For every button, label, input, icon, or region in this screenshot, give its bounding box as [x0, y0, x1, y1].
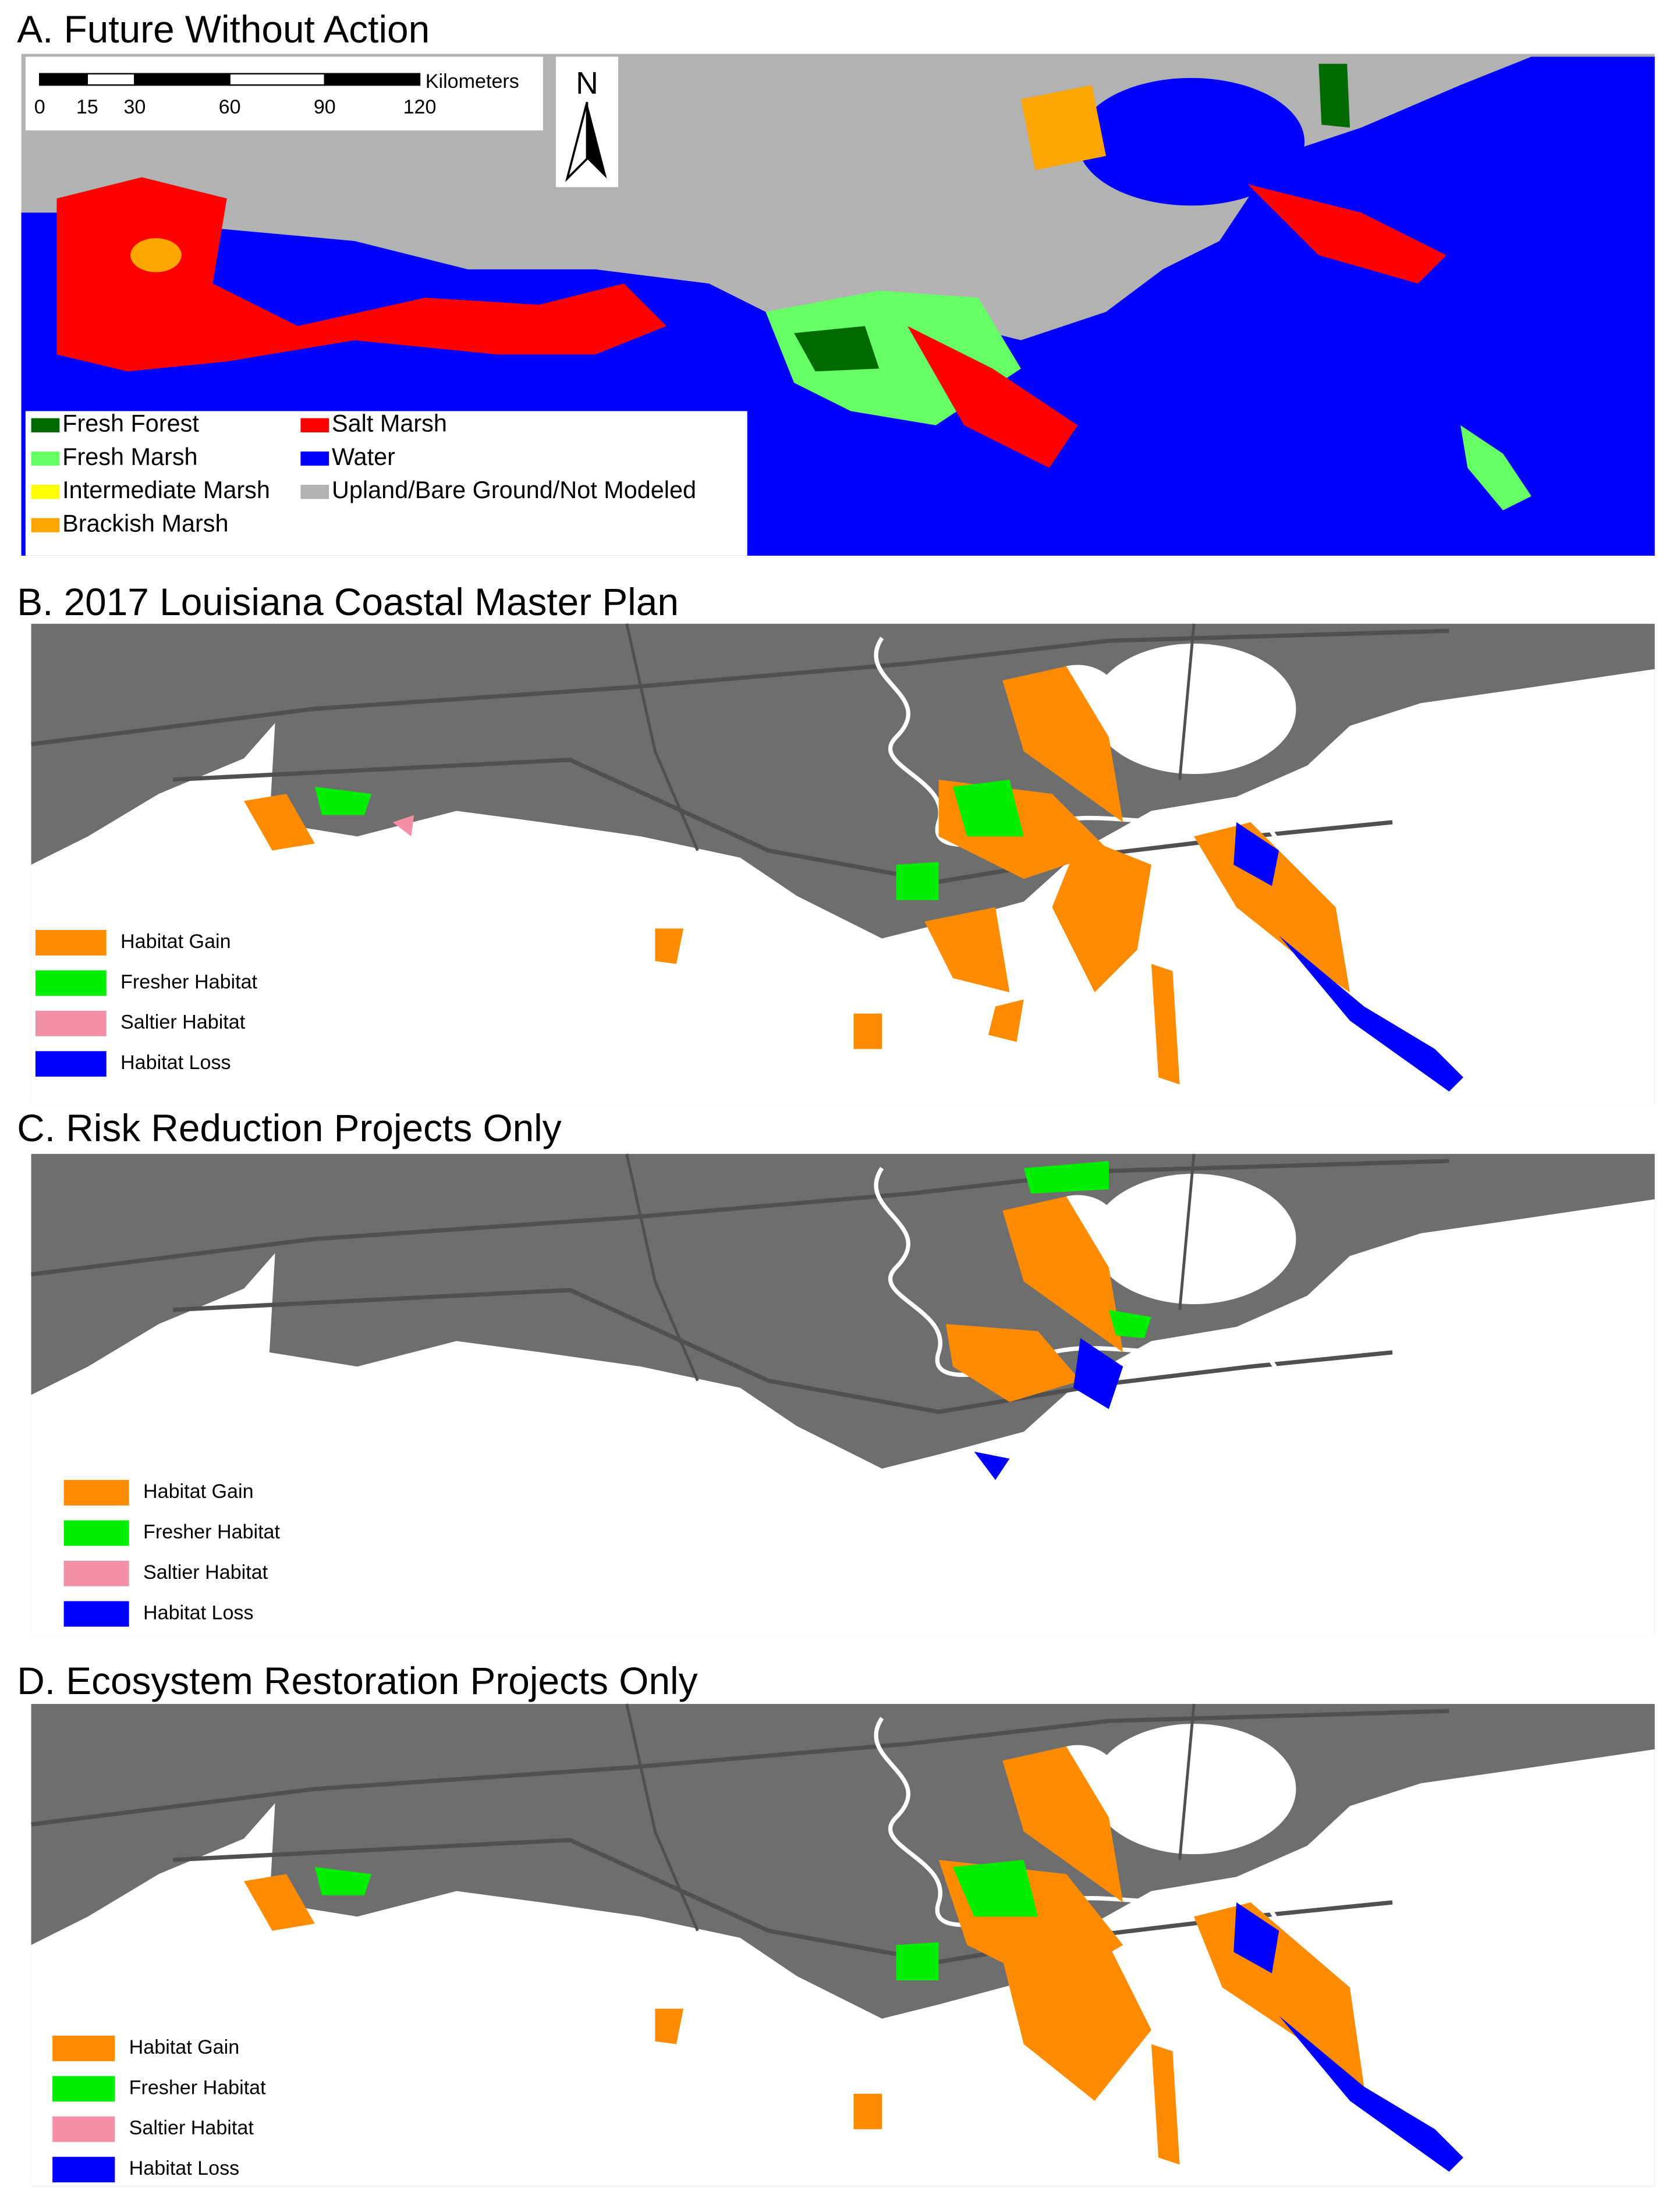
legend-label: Habitat Gain: [129, 2036, 240, 2058]
legend-swatch: [300, 485, 329, 499]
scale-label: 0: [34, 96, 45, 118]
legend: Fresh Forest Fresh Marsh Intermediate Mars…: [31, 410, 696, 537]
map: [31, 1154, 1655, 1636]
legend-swatch: [31, 418, 60, 432]
legend-label: Brackish Marsh: [62, 510, 228, 537]
legend-label: Fresh Forest: [62, 410, 199, 437]
legend-label: Upland/Bare Ground/Not Modeled: [332, 477, 696, 503]
legend: Habitat Gain Fresher Habitat Saltier Habit…: [35, 929, 258, 1077]
legend-swatch: [52, 2116, 115, 2142]
legend-swatch: [35, 1051, 107, 1077]
legend-swatch: [63, 1480, 129, 1506]
legend-swatch: [31, 518, 60, 532]
scale-segment: [229, 73, 326, 86]
scale-segment: [86, 73, 136, 86]
map: [31, 1704, 1655, 2186]
scale-label: 90: [314, 96, 336, 118]
scale-label: 60: [219, 96, 241, 118]
panel-title: B. 2017 Louisiana Coastal Master Plan: [17, 580, 679, 623]
legend-label: Water: [332, 443, 395, 470]
legend-label: Habitat Gain: [143, 1480, 254, 1503]
panel-title: C. Risk Reduction Projects Only: [17, 1106, 562, 1149]
legend-label: Fresh Marsh: [62, 443, 197, 470]
legend-swatch: [35, 970, 107, 996]
legend-label: Salt Marsh: [332, 410, 447, 437]
legend-label: Habitat Loss: [143, 1602, 254, 1624]
legend-swatch: [52, 2035, 115, 2061]
scale-segment: [38, 73, 88, 86]
legend-label: Habitat Loss: [120, 1052, 231, 1074]
legend-swatch: [52, 2076, 115, 2102]
legend-label: Habitat Loss: [129, 2157, 240, 2179]
legend: Habitat Gain Fresher Habitat Saltier Habit…: [63, 1480, 281, 1627]
scale-segment: [324, 73, 421, 86]
scale-segment: [134, 73, 231, 86]
legend-label: Fresher Habitat: [129, 2076, 266, 2099]
legend-swatch: [35, 1010, 107, 1036]
scale-bar: 0 15 30 60 90 120 Kilometers: [34, 70, 519, 118]
legend-swatch: [35, 929, 107, 956]
scale-unit: Kilometers: [426, 70, 519, 93]
scale-label: 15: [76, 96, 98, 118]
legend-swatch: [63, 1520, 129, 1546]
panel-title: A. Future Without Action: [17, 8, 430, 51]
legend-swatch: [63, 1560, 129, 1586]
legend-swatch: [31, 485, 60, 499]
legend-label: Saltier Habitat: [129, 2117, 254, 2139]
legend-label: Fresher Habitat: [120, 971, 257, 993]
legend-swatch: [63, 1601, 129, 1627]
scale-label: 120: [403, 96, 437, 118]
map: N: [21, 54, 1655, 556]
legend-label: Saltier Habitat: [120, 1011, 246, 1034]
legend-swatch: [300, 418, 329, 432]
panel-title: D. Ecosystem Restoration Projects Only: [17, 1659, 697, 1702]
legend-label: Intermediate Marsh: [62, 477, 270, 503]
legend-label: Habitat Gain: [120, 931, 231, 953]
map: [31, 624, 1655, 1106]
scale-label: 30: [123, 96, 146, 118]
north-arrow: N: [555, 56, 619, 187]
legend-swatch: [300, 451, 329, 466]
legend-swatch: [31, 451, 60, 466]
north-label: N: [576, 66, 598, 101]
legend-label: Saltier Habitat: [143, 1561, 268, 1583]
legend-swatch: [52, 2157, 115, 2183]
legend-label: Fresher Habitat: [143, 1521, 280, 1543]
legend: Habitat Gain Fresher Habitat Saltier Habit…: [52, 2035, 266, 2183]
